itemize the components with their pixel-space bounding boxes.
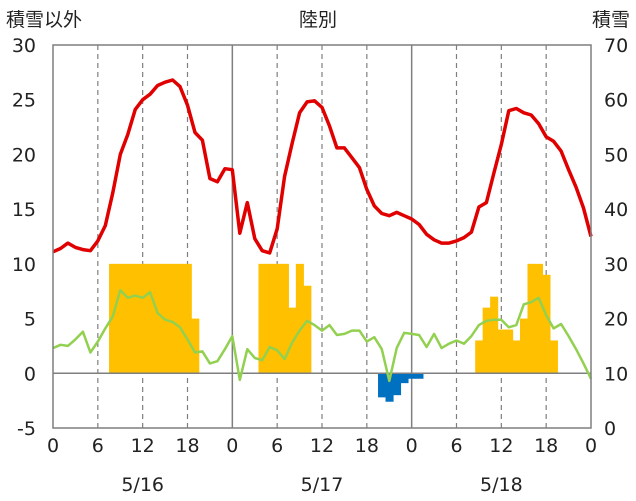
bar [131, 263, 140, 374]
x-tick-label: 6 [92, 435, 104, 457]
bar [123, 263, 133, 374]
x-tick-label: 18 [355, 435, 379, 457]
bar [303, 285, 312, 374]
bar [191, 318, 200, 374]
x-tick-label: 18 [534, 435, 558, 457]
left-tick-label: 30 [12, 35, 36, 57]
left-tick-label: 25 [12, 90, 36, 112]
right-tick-label: 10 [604, 363, 628, 385]
x-tick-label: 12 [310, 435, 334, 457]
date-label: 5/16 [121, 474, 164, 496]
bar [176, 263, 185, 374]
left-axis-label: 積雪以外 [6, 9, 82, 31]
x-tick-label: 18 [175, 435, 199, 457]
bar [138, 263, 148, 374]
green-line-series [52, 288, 593, 383]
bar [534, 263, 544, 374]
right-tick-label: 70 [604, 35, 628, 57]
x-tick-label: 0 [585, 435, 597, 457]
bar [146, 263, 155, 374]
right-tick-label: 20 [604, 309, 628, 331]
red-line-series [52, 78, 593, 255]
bar [265, 263, 275, 374]
x-tick-label: 6 [271, 435, 283, 457]
left-tick-label: 15 [12, 199, 36, 221]
chart-title: 陸別 [299, 9, 337, 31]
left-tick-label: -5 [17, 418, 36, 440]
bar [482, 307, 491, 374]
date-label: 5/17 [301, 474, 344, 496]
left-tick-label: 20 [12, 144, 36, 166]
left-tick-label: 10 [12, 254, 36, 276]
bar [490, 296, 499, 374]
left-tick-label: 0 [24, 363, 36, 385]
bar [273, 263, 282, 374]
x-tick-label: 0 [47, 435, 59, 457]
bar [378, 373, 387, 398]
x-tick-label: 0 [226, 435, 238, 457]
bar [520, 318, 529, 374]
bar [505, 329, 514, 374]
bar [385, 373, 394, 402]
right-tick-label: 40 [604, 199, 628, 221]
right-tick-label: 50 [604, 144, 628, 166]
right-tick-label: 60 [604, 90, 628, 112]
left-tick-label: 5 [24, 309, 36, 331]
bar [183, 263, 192, 374]
date-label: 5/18 [480, 474, 523, 496]
right-tick-label: 30 [604, 254, 628, 276]
bar [116, 263, 125, 374]
x-tick-label: 12 [489, 435, 513, 457]
x-tick-label: 6 [450, 435, 462, 457]
bar [527, 263, 536, 374]
x-tick-label: 0 [406, 435, 418, 457]
line-series [52, 78, 593, 383]
bar [512, 340, 521, 374]
bar [542, 274, 551, 374]
bar [280, 263, 289, 374]
bar [153, 263, 162, 374]
bar [109, 263, 118, 374]
bar [407, 373, 417, 379]
bar [168, 263, 177, 374]
x-tick-label: 12 [131, 435, 155, 457]
plot-frame [52, 44, 592, 429]
bar [475, 340, 484, 374]
bar [258, 263, 267, 374]
bar [497, 329, 506, 374]
bar [392, 373, 402, 396]
bar [549, 340, 558, 374]
bar [400, 373, 409, 384]
right-axis-label: 積雪 [592, 9, 630, 31]
bar [415, 373, 424, 379]
bar [295, 263, 304, 374]
bar-series [109, 263, 558, 402]
right-tick-label: 0 [604, 418, 616, 440]
